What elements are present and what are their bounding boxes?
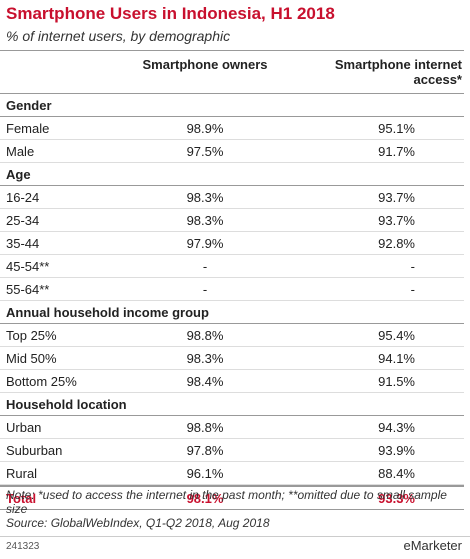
- cell-value: 98.8%: [186, 328, 224, 343]
- section-row: Household location: [0, 393, 464, 416]
- cell-value: 97.5%: [186, 144, 224, 159]
- data-row: Mid 50% 98.3% 94.1%: [0, 347, 464, 370]
- data-row: Male 97.5% 91.7%: [0, 140, 464, 163]
- cell-value: 92.8%: [378, 236, 415, 251]
- divider: [0, 536, 470, 537]
- cell-value: 97.9%: [186, 236, 224, 251]
- data-row: 16-24 98.3% 93.7%: [0, 186, 464, 209]
- section-heading: Annual household income group: [6, 305, 209, 320]
- cell-value: 91.5%: [378, 374, 415, 389]
- data-row: 55-64** - -: [0, 278, 464, 301]
- section-heading: Household location: [6, 397, 127, 412]
- data-row: Bottom 25% 98.4% 91.5%: [0, 370, 464, 393]
- total-label: Total: [6, 491, 37, 506]
- cell-value: 91.7%: [378, 144, 415, 159]
- row-label: Rural: [6, 466, 38, 481]
- title: Smartphone Users in Indonesia, H1 2018: [6, 4, 335, 23]
- brand: eMarketer: [403, 538, 462, 553]
- cell-value: 93.9%: [378, 443, 415, 458]
- cell-value: 95.1%: [378, 121, 415, 136]
- row-label: Mid 50%: [6, 351, 57, 366]
- total-row: Total 98.1% 93.3%: [0, 485, 464, 510]
- cell-value: -: [410, 259, 415, 274]
- cell-value: -: [410, 282, 415, 297]
- row-label: Female: [6, 121, 50, 136]
- cell-value: 98.3%: [186, 213, 224, 228]
- cell-value: -: [202, 282, 208, 297]
- row-label: 25-34: [6, 213, 40, 228]
- cell-value: 93.7%: [378, 190, 415, 205]
- header-row: Smartphone owners Smartphone internet acc…: [0, 51, 464, 94]
- row-label: 16-24: [6, 190, 40, 205]
- cell-value: 98.3%: [186, 190, 224, 205]
- cell-value: 97.8%: [186, 443, 224, 458]
- chart-id: 241323: [6, 541, 40, 552]
- data-row: Top 25% 98.8% 95.4%: [0, 324, 464, 347]
- note: Note: *used to access the internet in th…: [6, 488, 447, 516]
- cell-value: 88.4%: [378, 466, 415, 481]
- section-row: Age: [0, 163, 464, 186]
- section-row: Gender: [0, 94, 464, 117]
- data-row: 35-44 97.9% 92.8%: [0, 232, 464, 255]
- data-row: Rural 96.1% 88.4%: [0, 462, 464, 485]
- row-label: Top 25%: [6, 328, 57, 343]
- total-value: 98.1%: [186, 491, 224, 506]
- cell-value: 94.3%: [378, 420, 415, 435]
- cell-value: 98.9%: [186, 121, 224, 136]
- cell-value: 93.7%: [378, 213, 415, 228]
- row-label: Bottom 25%: [6, 374, 77, 389]
- table: Smartphone owners Smartphone internet acc…: [0, 50, 464, 510]
- row-label: 45-54**: [6, 259, 50, 274]
- row-label: 35-44: [6, 236, 40, 251]
- row-label: 55-64**: [6, 282, 50, 297]
- row-label: Urban: [6, 420, 42, 435]
- cell-value: 94.1%: [378, 351, 415, 366]
- cell-value: 98.4%: [186, 374, 224, 389]
- data-row: 25-34 98.3% 93.7%: [0, 209, 464, 232]
- column-header: Smartphone internet access*: [334, 57, 462, 87]
- cell-value: 95.4%: [378, 328, 415, 343]
- section-heading: Age: [6, 167, 31, 182]
- cell-value: 98.3%: [186, 351, 224, 366]
- source: Source: GlobalWebIndex, Q1-Q2 2018, Aug …: [6, 516, 270, 530]
- column-header: Smartphone owners: [142, 57, 268, 72]
- data-row: Urban 98.8% 94.3%: [0, 416, 464, 439]
- data-row: 45-54** - -: [0, 255, 464, 278]
- total-value: 93.3%: [378, 491, 415, 506]
- cell-value: 96.1%: [186, 466, 224, 481]
- data-row: Suburban 97.8% 93.9%: [0, 439, 464, 462]
- section-row: Annual household income group: [0, 301, 464, 324]
- section-heading: Gender: [6, 98, 52, 113]
- cell-value: 98.8%: [186, 420, 224, 435]
- row-label: Suburban: [6, 443, 63, 458]
- data-row: Female 98.9% 95.1%: [0, 117, 464, 140]
- row-label: Male: [6, 144, 35, 159]
- footnote: Note: *used to access the internet in th…: [6, 488, 464, 530]
- subtitle: % of internet users, by demographic: [6, 28, 231, 44]
- cell-value: -: [202, 259, 208, 274]
